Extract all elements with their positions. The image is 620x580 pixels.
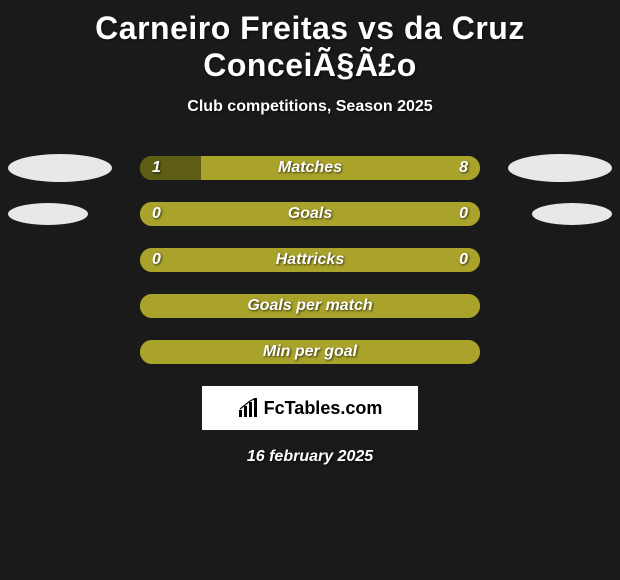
stat-row: Goals per match [0,294,620,318]
stat-bar: Goals per match [140,294,480,318]
stat-bar: 00Goals [140,202,480,226]
stat-row: 00Goals [0,202,620,226]
brand-text: FcTables.com [264,398,383,419]
player-ellipse [532,203,612,225]
bar-chart-icon [238,398,258,418]
stat-label: Goals [140,202,480,226]
stat-label: Min per goal [140,340,480,364]
stat-row: 18Matches [0,156,620,180]
page-title: Carneiro Freitas vs da Cruz ConceiÃ§Ã£o [0,0,620,84]
page-subtitle: Club competitions, Season 2025 [0,98,620,116]
stat-label: Goals per match [140,294,480,318]
stat-row: Min per goal [0,340,620,364]
stat-label: Matches [140,156,480,180]
brand-box: FcTables.com [202,386,418,430]
stat-bar: 00Hattricks [140,248,480,272]
stats-rows: 18Matches 00Goals 00Hattricks Goals per mat… [0,156,620,364]
player-ellipse [508,154,612,182]
stat-bar: Min per goal [140,340,480,364]
footer-date: 16 february 2025 [0,448,620,466]
stat-bar: 18Matches [140,156,480,180]
player-ellipse [8,203,88,225]
stat-row: 00Hattricks [0,248,620,272]
stat-label: Hattricks [140,248,480,272]
player-ellipse [8,154,112,182]
